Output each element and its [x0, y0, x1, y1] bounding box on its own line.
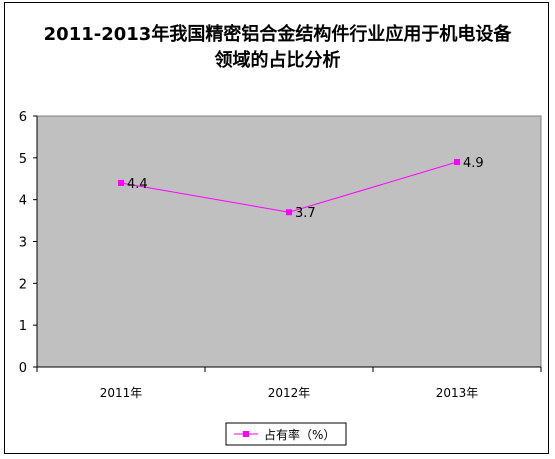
plot-area [36, 115, 542, 368]
y-tick-label: 2 [19, 277, 27, 292]
y-tick-label: 6 [19, 110, 27, 125]
legend-box [225, 422, 347, 446]
legend-label: 占有率（%） [264, 427, 335, 442]
x-tick-label: 2011年 [100, 386, 143, 400]
y-tick-label: 0 [19, 361, 27, 376]
chart-title-line1: 2011-2013年我国精密铝合金结构件行业应用于机电设备 [43, 24, 512, 45]
data-point [286, 209, 292, 216]
x-tick-label: 2013年 [436, 386, 479, 400]
data-label: 3.7 [295, 206, 316, 221]
y-tick-label: 1 [19, 319, 27, 334]
chart-title: 2011-2013年我国精密铝合金结构件行业应用于机电设备 领域的占比分析 [0, 22, 555, 74]
data-point [118, 179, 124, 186]
chart-title-line2: 领域的占比分析 [214, 50, 341, 71]
y-tick-label: 3 [19, 236, 27, 251]
y-tick-label: 5 [19, 152, 27, 167]
legend-marker [243, 431, 249, 437]
data-label: 4.9 [463, 156, 484, 171]
data-point [454, 159, 460, 166]
y-tick-label: 4 [19, 194, 27, 209]
x-tick-label: 2012年 [268, 386, 311, 400]
data-label: 4.4 [127, 177, 148, 192]
